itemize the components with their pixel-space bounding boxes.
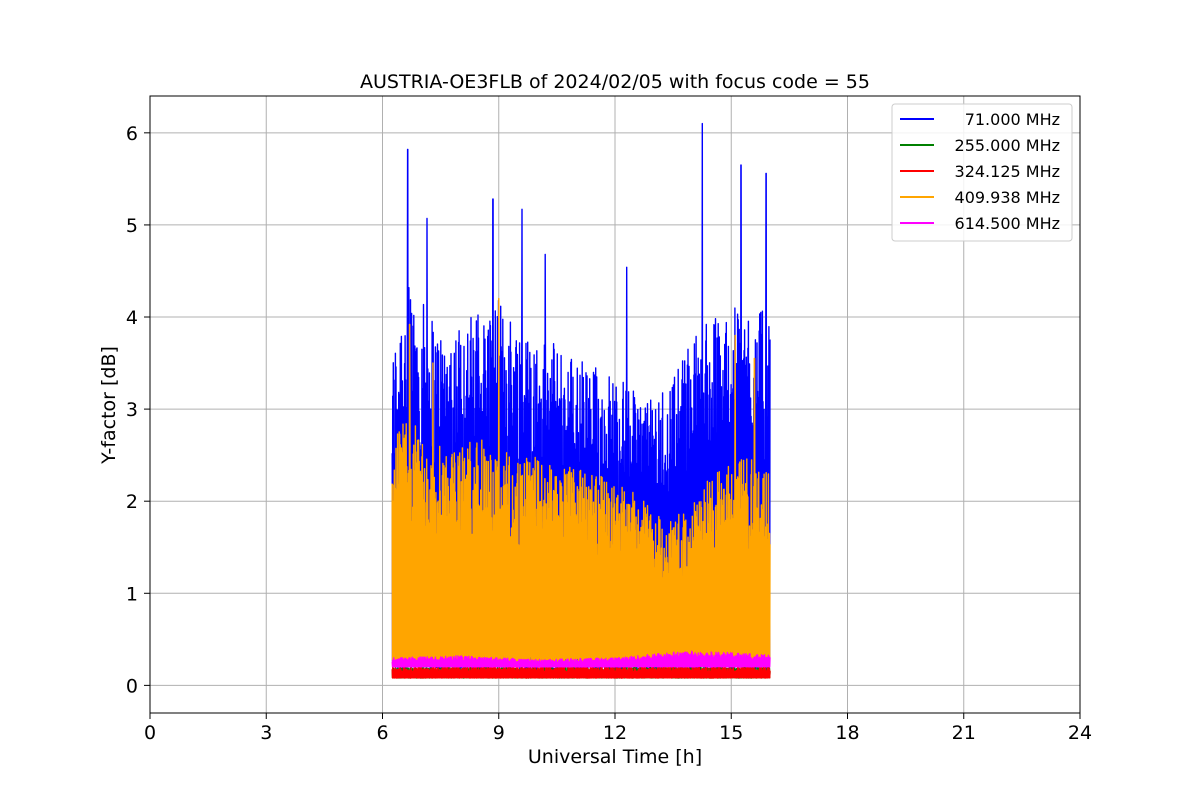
x-tick-label: 24: [1068, 722, 1092, 744]
y-axis-title: Y-factor [dB]: [98, 346, 120, 465]
chart-title: AUSTRIA-OE3FLB of 2024/02/05 with focus …: [360, 71, 870, 93]
x-axis-title: Universal Time [h]: [528, 746, 702, 768]
y-tick-label: 5: [126, 215, 138, 237]
legend-label: 614.500 MHz: [955, 214, 1060, 233]
x-tick-label: 6: [376, 722, 388, 744]
series-line-614-500-mhz: [391, 650, 771, 668]
y-tick-label: 1: [126, 583, 138, 605]
series-line-409-938-mhz: [391, 297, 771, 668]
x-tick-label: 18: [835, 722, 859, 744]
legend-label: 71.000 MHz: [965, 110, 1060, 129]
legend: 71.000 MHz 255.000 MHz 324.125 MHz 409.938 …: [891, 103, 1073, 242]
x-tick-label: 3: [260, 722, 272, 744]
y-tick-label: 3: [126, 399, 138, 421]
legend-box: [891, 103, 1073, 242]
x-tick-label: 15: [719, 722, 743, 744]
x-tick-label: 0: [144, 722, 156, 744]
legend-label: 324.125 MHz: [955, 162, 1060, 181]
series-line-324-125-mhz: [391, 666, 771, 679]
y-tick-label: 2: [126, 491, 138, 513]
x-tick-label: 12: [603, 722, 627, 744]
legend-label: 409.938 MHz: [955, 188, 1060, 207]
y-tick-label: 0: [126, 675, 138, 697]
y-tick-label: 6: [126, 123, 138, 145]
x-tick-label: 9: [493, 722, 505, 744]
legend-label: 255.000 MHz: [955, 136, 1060, 155]
x-tick-label: 21: [952, 722, 976, 744]
y-tick-label: 4: [126, 307, 138, 329]
series-layer: [391, 122, 771, 679]
